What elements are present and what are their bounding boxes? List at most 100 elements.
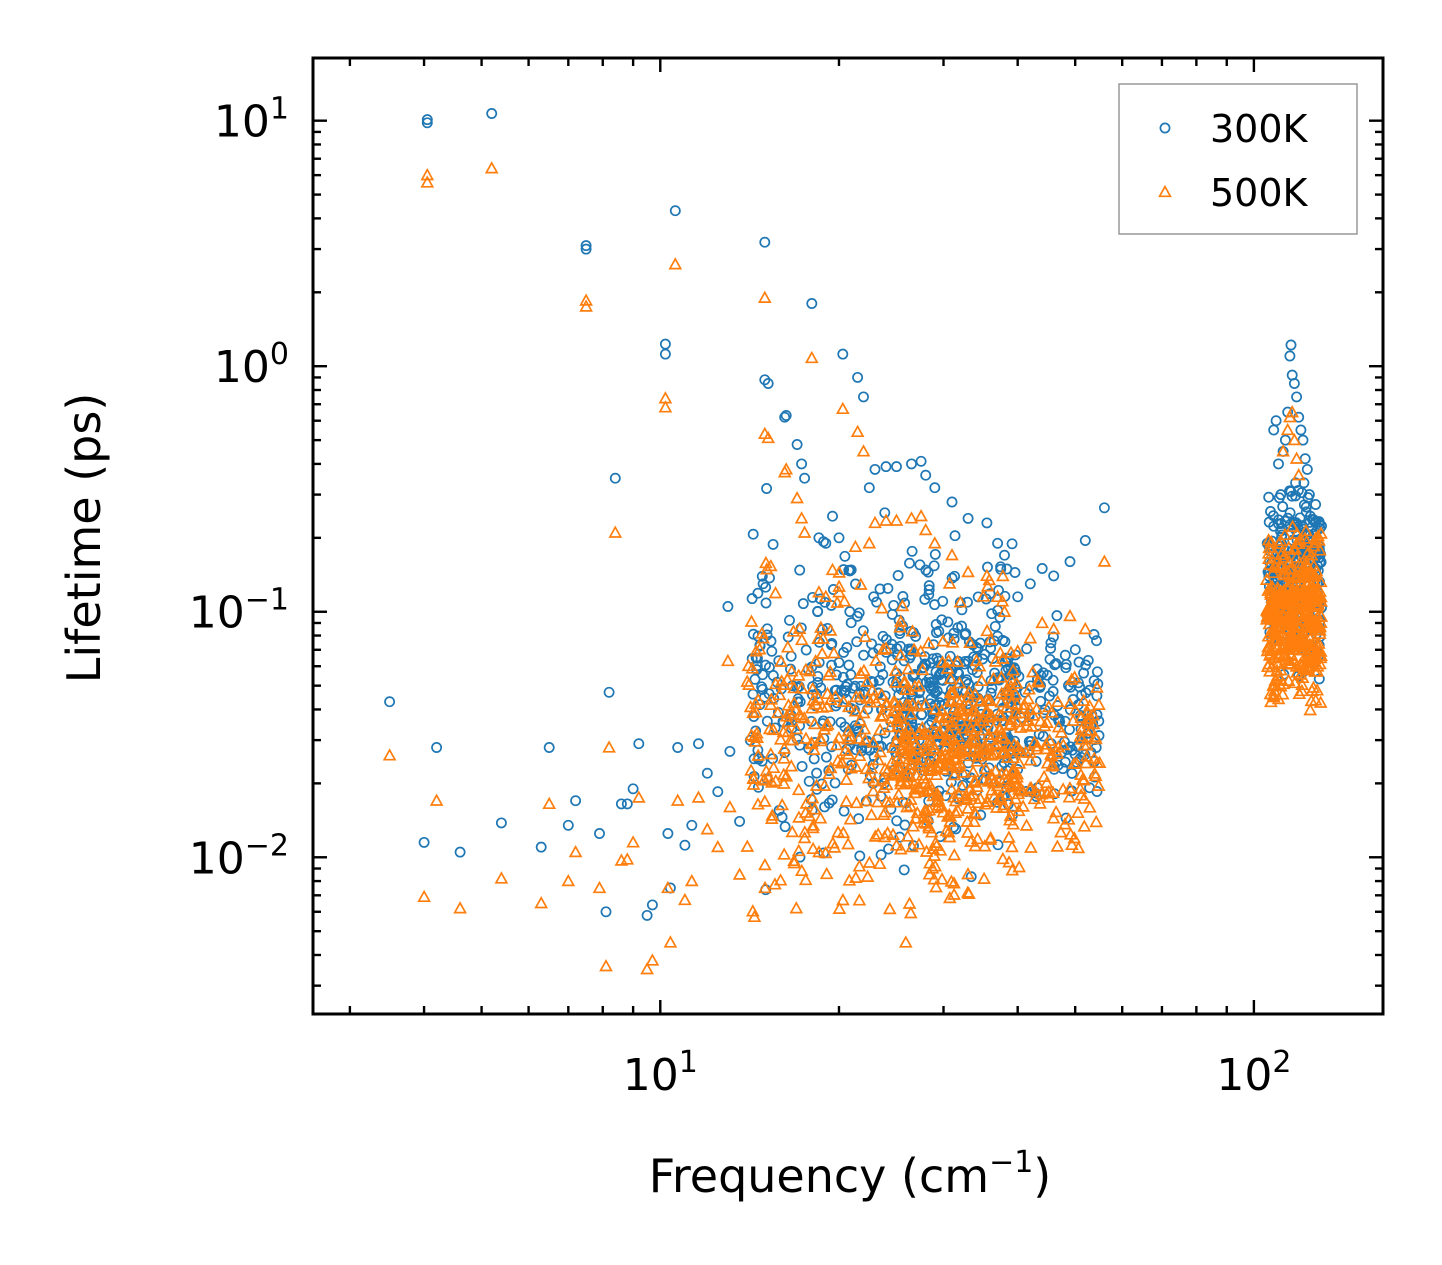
data-point (933, 843, 948, 856)
data-point (1088, 629, 1100, 640)
data-point (865, 683, 880, 696)
data-point (992, 707, 1006, 720)
data-point (830, 753, 845, 767)
data-point (766, 722, 781, 736)
data-point (790, 491, 804, 504)
data-point (928, 859, 943, 872)
data-point (631, 790, 646, 803)
y-tick-base: 10 (214, 342, 270, 393)
data-point (974, 693, 988, 706)
data-point (1083, 711, 1097, 724)
data-point (797, 525, 812, 538)
data-point (1265, 660, 1279, 673)
data-point (802, 664, 817, 677)
data-point (947, 790, 961, 803)
data-point (864, 807, 879, 821)
data-point (979, 705, 994, 719)
data-point (1275, 687, 1290, 700)
data-point (807, 681, 819, 693)
data-point (1296, 487, 1308, 499)
data-point (889, 513, 904, 526)
data-point (880, 461, 892, 473)
data-point (773, 873, 788, 886)
data-point (999, 787, 1014, 800)
data-point (1294, 636, 1309, 649)
data-point (916, 727, 931, 740)
data-point (879, 641, 893, 654)
data-point (990, 589, 1005, 603)
data-point (880, 764, 895, 777)
data-point (1286, 490, 1298, 502)
data-point (746, 593, 758, 605)
data-point (535, 841, 547, 853)
data-point (1287, 542, 1302, 555)
data-point (850, 424, 865, 438)
data-point (877, 630, 889, 642)
data-point (976, 589, 991, 602)
data-point (421, 114, 433, 126)
data-point (895, 598, 910, 612)
data-point (953, 595, 968, 608)
data-point (957, 779, 969, 791)
data-point (754, 639, 766, 651)
data-point (992, 721, 1007, 734)
data-point (797, 598, 809, 610)
data-point (1285, 339, 1297, 351)
data-point (891, 643, 903, 655)
data-point (861, 770, 876, 784)
data-point (806, 841, 820, 855)
data-point (594, 828, 605, 839)
data-point (1092, 697, 1106, 710)
data-point (1044, 747, 1058, 760)
data-point (1290, 526, 1304, 539)
data-point (679, 839, 691, 851)
data-point (890, 703, 905, 716)
data-point (856, 706, 871, 719)
data-point (1077, 819, 1092, 832)
data-point (1091, 786, 1103, 797)
data-point (751, 692, 766, 706)
data-point (879, 695, 894, 709)
data-point (859, 761, 874, 775)
data-point (658, 391, 673, 404)
data-point (1006, 663, 1021, 676)
data-point (840, 681, 852, 693)
data-point (1008, 687, 1023, 700)
data-point (763, 661, 775, 673)
x-axis-label-sup: −1 (989, 1145, 1033, 1180)
data-point (919, 844, 934, 857)
data-point (845, 617, 857, 629)
data-point (858, 391, 869, 403)
data-point (609, 472, 621, 484)
data-point (915, 752, 930, 766)
data-point (812, 845, 826, 858)
data-point (1280, 422, 1295, 436)
data-point (1027, 735, 1042, 748)
data-point (825, 562, 840, 576)
data-point (768, 676, 783, 690)
data-point (791, 439, 803, 450)
data-point (1296, 642, 1310, 655)
data-point (860, 674, 875, 687)
data-point (815, 682, 827, 694)
data-point (899, 597, 911, 609)
data-point (1082, 654, 1094, 666)
data-point (1271, 691, 1286, 705)
data-point (820, 686, 835, 700)
data-point (920, 743, 935, 756)
data-point (894, 742, 909, 755)
legend-marker-500k (1158, 184, 1172, 198)
data-point (734, 815, 746, 827)
data-point (935, 749, 950, 762)
data-point (1087, 751, 1102, 764)
data-point (997, 744, 1012, 757)
data-point (746, 705, 760, 719)
data-point (985, 783, 999, 796)
data-point (1014, 745, 1029, 758)
data-point (819, 801, 831, 813)
data-point (1091, 778, 1106, 791)
data-point (912, 779, 926, 793)
data-point (1301, 656, 1315, 669)
data-point (929, 548, 941, 560)
data-point (494, 871, 509, 884)
